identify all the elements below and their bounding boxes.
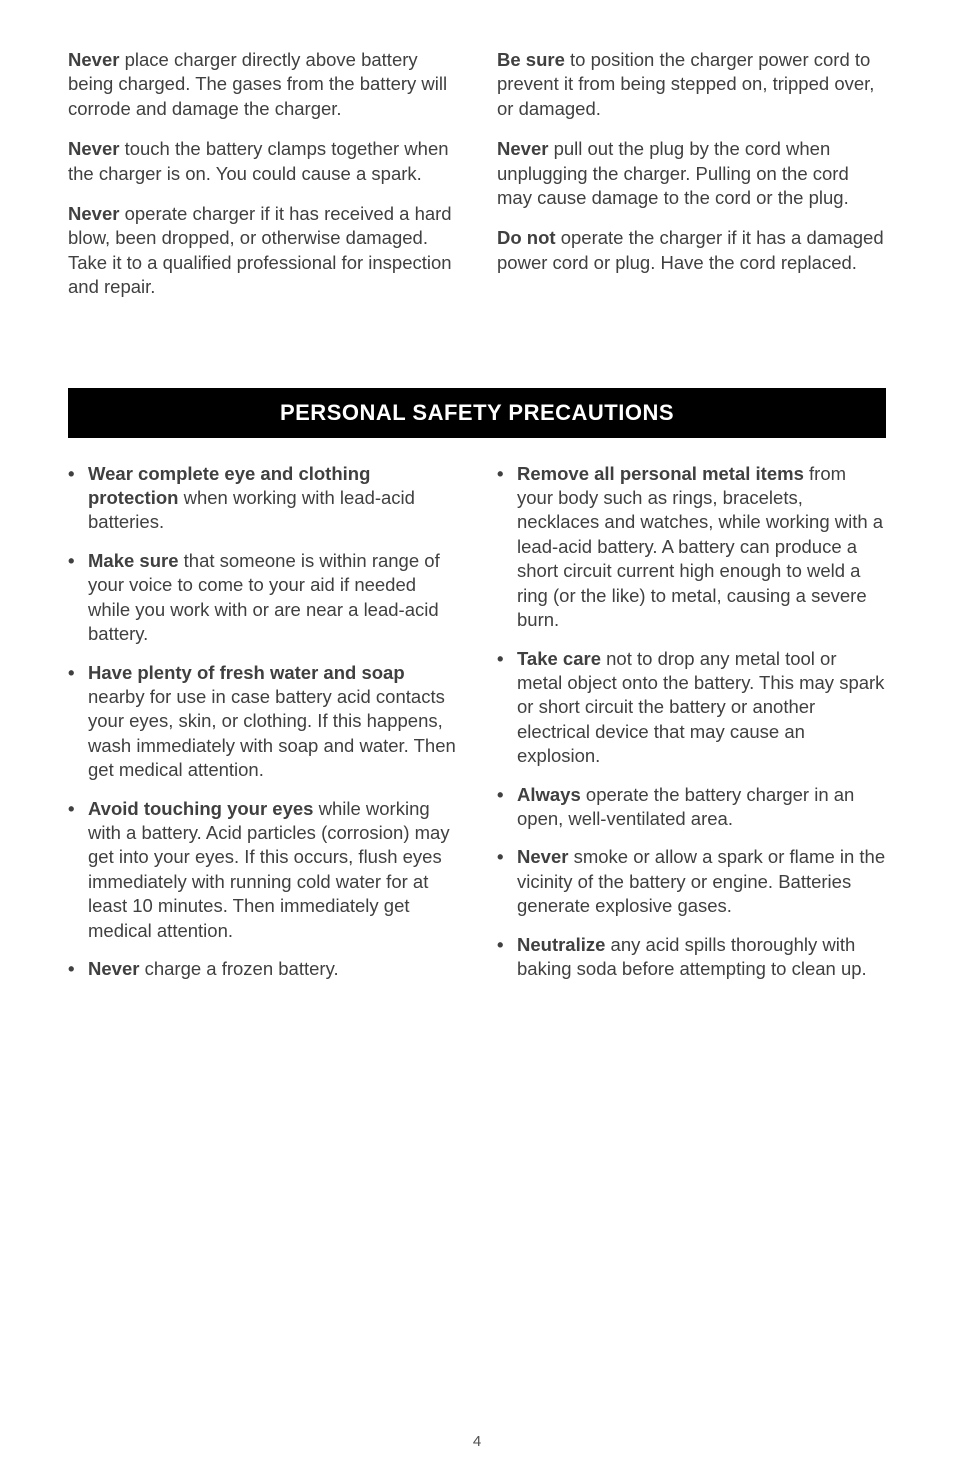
bold-lead: Have plenty of fresh water and soap — [88, 662, 405, 683]
bullet-item: • Wear complete eye and clothing protect… — [68, 462, 457, 535]
bullet-text: Never smoke or allow a spark or flame in… — [517, 845, 886, 918]
bullet-rest: charge a frozen battery. — [139, 958, 338, 979]
top-left-column: Never place charger directly above batte… — [68, 48, 457, 316]
bullet-rest: smoke or allow a spark or flame in the v… — [517, 846, 885, 916]
para-rest: operate charger if it has received a har… — [68, 203, 452, 297]
bullet-item: • Have plenty of fresh water and soap ne… — [68, 661, 457, 783]
warning-paragraph: Never touch the battery clamps together … — [68, 137, 457, 186]
warning-paragraph: Be sure to position the charger power co… — [497, 48, 886, 121]
bullets-right-column: • Remove all personal metal items from y… — [497, 462, 886, 996]
bullet-marker-icon: • — [497, 783, 517, 832]
bullet-text: Neutralize any acid spills thoroughly wi… — [517, 933, 886, 982]
bullets-left-column: • Wear complete eye and clothing protect… — [68, 462, 457, 996]
bullet-marker-icon: • — [68, 661, 88, 783]
bullet-marker-icon: • — [497, 462, 517, 633]
top-right-column: Be sure to position the charger power co… — [497, 48, 886, 316]
bullet-text: Wear complete eye and clothing protectio… — [88, 462, 457, 535]
bullet-item: • Make sure that someone is within range… — [68, 549, 457, 647]
para-rest: place charger directly above battery bei… — [68, 49, 447, 119]
bullet-marker-icon: • — [68, 462, 88, 535]
bold-lead: Never — [517, 846, 568, 867]
bold-lead: Take care — [517, 648, 601, 669]
para-rest: pull out the plug by the cord when unplu… — [497, 138, 849, 208]
bullet-text: Always operate the battery charger in an… — [517, 783, 886, 832]
bullet-text: Never charge a frozen battery. — [88, 957, 457, 981]
bullet-text: Take care not to drop any metal tool or … — [517, 647, 886, 769]
para-rest: operate the charger if it has a damaged … — [497, 227, 884, 272]
bold-lead: Be sure — [497, 49, 565, 70]
warning-paragraph: Never pull out the plug by the cord when… — [497, 137, 886, 210]
bullet-rest: nearby for use in case battery acid cont… — [88, 686, 456, 780]
top-warnings-section: Never place charger directly above batte… — [68, 48, 886, 316]
bullet-item: • Take care not to drop any metal tool o… — [497, 647, 886, 769]
bullet-text: Avoid touching your eyes while working w… — [88, 797, 457, 943]
bullet-item: • Avoid touching your eyes while working… — [68, 797, 457, 943]
bullet-item: • Remove all personal metal items from y… — [497, 462, 886, 633]
bullet-rest: from your body such as rings, bracelets,… — [517, 463, 883, 630]
bullet-text: Make sure that someone is within range o… — [88, 549, 457, 647]
bold-lead: Never — [88, 958, 139, 979]
bullet-text: Remove all personal metal items from you… — [517, 462, 886, 633]
bullet-item: • Neutralize any acid spills thoroughly … — [497, 933, 886, 982]
bullet-marker-icon: • — [497, 933, 517, 982]
warning-paragraph: Do not operate the charger if it has a d… — [497, 226, 886, 275]
bullet-marker-icon: • — [497, 647, 517, 769]
bold-lead: Neutralize — [517, 934, 605, 955]
bold-lead: Never — [68, 138, 119, 159]
bold-lead: Remove all personal metal items — [517, 463, 804, 484]
bold-lead: Make sure — [88, 550, 179, 571]
section-header: PERSONAL SAFETY PRECAUTIONS — [68, 388, 886, 438]
page-number: 4 — [0, 1433, 954, 1450]
bullet-text: Have plenty of fresh water and soap near… — [88, 661, 457, 783]
bullet-marker-icon: • — [68, 797, 88, 943]
bold-lead: Never — [68, 203, 119, 224]
bold-lead: Avoid touching your eyes — [88, 798, 313, 819]
bullet-marker-icon: • — [68, 957, 88, 981]
bold-lead: Do not — [497, 227, 556, 248]
bullet-item: • Never smoke or allow a spark or flame … — [497, 845, 886, 918]
bullet-marker-icon: • — [497, 845, 517, 918]
bold-lead: Never — [497, 138, 548, 159]
safety-bullets-section: • Wear complete eye and clothing protect… — [68, 462, 886, 996]
bullet-marker-icon: • — [68, 549, 88, 647]
bold-lead: Always — [517, 784, 581, 805]
bullet-item: • Always operate the battery charger in … — [497, 783, 886, 832]
warning-paragraph: Never operate charger if it has received… — [68, 202, 457, 300]
bullet-item: • Never charge a frozen battery. — [68, 957, 457, 981]
warning-paragraph: Never place charger directly above batte… — [68, 48, 457, 121]
para-rest: touch the battery clamps together when t… — [68, 138, 449, 183]
bold-lead: Never — [68, 49, 119, 70]
